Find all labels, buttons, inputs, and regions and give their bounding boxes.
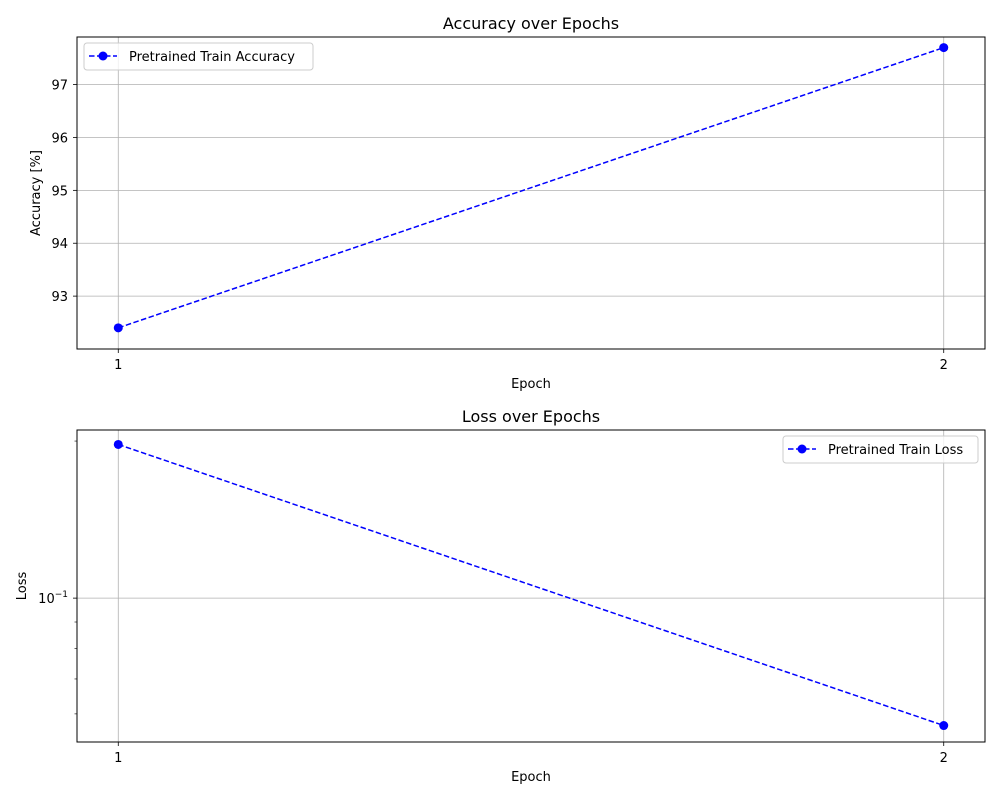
y-tick-label: 93 xyxy=(51,290,68,305)
series-line xyxy=(118,46,944,329)
series-layer xyxy=(113,43,949,333)
data-point xyxy=(939,721,949,731)
x-tick-label: 2 xyxy=(940,358,948,373)
plot-frame xyxy=(76,36,986,350)
legend-entry-label: Pretrained Train Accuracy xyxy=(129,50,295,65)
y-tick-label: 96 xyxy=(51,131,68,146)
x-tick-label: 1 xyxy=(114,751,122,766)
legend-box xyxy=(83,42,314,71)
chart-title: Accuracy over Epochs xyxy=(443,14,619,33)
data-point xyxy=(113,439,123,449)
x-axis-label: Epoch xyxy=(511,377,551,392)
y-axis-label: Accuracy [%] xyxy=(29,150,44,236)
y-axis-label: Loss xyxy=(15,572,30,601)
legend: Pretrained Train Accuracy xyxy=(83,42,314,71)
y-ticks: 10−1 xyxy=(38,440,77,715)
legend: Pretrained Train Loss xyxy=(782,435,979,464)
x-tick-label: 2 xyxy=(940,751,948,766)
data-point xyxy=(939,43,949,53)
y-tick-label: 10−1 xyxy=(38,590,68,607)
legend-entry-label: Pretrained Train Loss xyxy=(828,443,963,458)
y-tick-label: 97 xyxy=(51,79,68,94)
series-line xyxy=(118,443,944,727)
grid xyxy=(77,430,985,742)
series-layer xyxy=(113,439,949,731)
x-axis-label: Epoch xyxy=(511,770,551,785)
y-ticks: 93 94 95 96 97 xyxy=(51,79,77,305)
chart-title: Loss over Epochs xyxy=(462,407,600,426)
data-point xyxy=(113,323,123,333)
grid xyxy=(77,37,985,349)
legend-marker xyxy=(98,51,108,61)
plot-frame xyxy=(76,429,986,743)
legend-marker xyxy=(797,444,807,454)
y-tick-label: 95 xyxy=(51,184,68,199)
legend-box xyxy=(782,435,979,464)
x-tick-label: 1 xyxy=(114,358,122,373)
y-tick-label: 94 xyxy=(51,237,68,252)
